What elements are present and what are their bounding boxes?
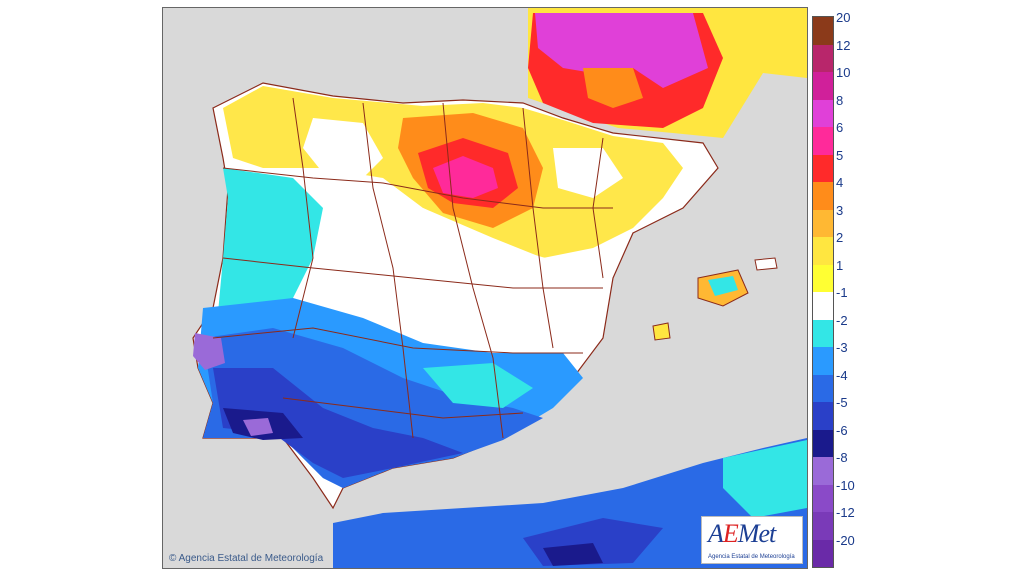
color-legend: 20 12 10 8 6 5 4 3 2 1 -1 -2 -3 -4 -5 -6 -8 -10 -12 -20 <box>812 10 872 568</box>
legend-label: 10 <box>836 65 851 80</box>
legend-swatch <box>813 154 833 182</box>
legend-label: 3 <box>836 202 844 218</box>
legend-swatch <box>813 127 833 155</box>
legend-label: -2 <box>836 312 848 328</box>
ibiza <box>652 322 671 341</box>
aemet-logo: AEMet Agencia Estatal de Meteorología <box>701 516 803 564</box>
legend-label: 5 <box>836 147 844 163</box>
north-africa-darkest <box>543 543 603 566</box>
legend-label: 2 <box>836 230 844 245</box>
legend-swatch <box>813 429 833 457</box>
legend-swatch <box>813 99 833 127</box>
legend-label: -1 <box>836 285 848 300</box>
legend-swatch <box>813 347 833 375</box>
legend-swatch <box>813 484 833 512</box>
legend-swatch <box>813 457 833 485</box>
legend-swatch <box>813 539 833 567</box>
legend-swatch <box>813 264 833 292</box>
west-cyan <box>218 168 323 318</box>
legend-swatch <box>813 17 833 45</box>
legend-label: -4 <box>836 367 848 383</box>
legend-label: 20 <box>836 10 851 25</box>
legend-swatch <box>813 402 833 430</box>
legend-swatch <box>813 237 833 265</box>
map-canvas <box>192 8 807 568</box>
legend-swatch <box>813 512 833 540</box>
legend-label: 8 <box>836 92 844 108</box>
central-white <box>303 198 593 353</box>
legend-swatch <box>813 72 833 100</box>
legend-label: -20 <box>836 532 855 548</box>
legend-label: -8 <box>836 450 848 465</box>
legend-swatch <box>813 209 833 237</box>
legend-label: 1 <box>836 257 844 273</box>
north-africa-cyan-east <box>723 440 807 518</box>
legend-label: -5 <box>836 395 848 410</box>
north-east-white <box>553 148 623 198</box>
legend-label: 4 <box>836 175 844 190</box>
south-cyan-patch <box>423 363 533 408</box>
south-deep-blue <box>213 368 463 478</box>
france-magenta <box>535 13 708 88</box>
menorca <box>754 257 778 271</box>
legend-swatch <box>813 44 833 72</box>
legend-label: -10 <box>836 477 855 493</box>
legend-swatch <box>813 292 833 320</box>
legend-label: -6 <box>836 422 848 438</box>
north-africa <box>333 438 807 568</box>
cadiz-purple <box>243 418 273 436</box>
copyright-text: © Agencia Estatal de Meteorología <box>169 553 324 564</box>
legend-label: -12 <box>836 505 855 520</box>
south-medium-blue <box>203 328 543 488</box>
legend-label: 12 <box>836 37 851 53</box>
legend-color-bar <box>812 16 834 568</box>
legend-swatch <box>813 319 833 347</box>
temperature-anomaly-map: © Agencia Estatal de Meteorología AEMet … <box>162 7 808 569</box>
aemet-logo-subtitle: Agencia Estatal de Meteorología <box>708 554 795 560</box>
france-orange <box>583 68 643 108</box>
legend-label: -3 <box>836 340 848 355</box>
lisbon-purple <box>193 333 225 370</box>
legend-swatch <box>813 182 833 210</box>
legend-swatch <box>813 374 833 402</box>
province-borders <box>212 97 613 439</box>
aemet-logo-mark: AEMet <box>708 519 776 548</box>
legend-label: 6 <box>836 120 844 135</box>
mallorca-cyan <box>708 276 738 296</box>
north-white-patch <box>303 118 383 178</box>
